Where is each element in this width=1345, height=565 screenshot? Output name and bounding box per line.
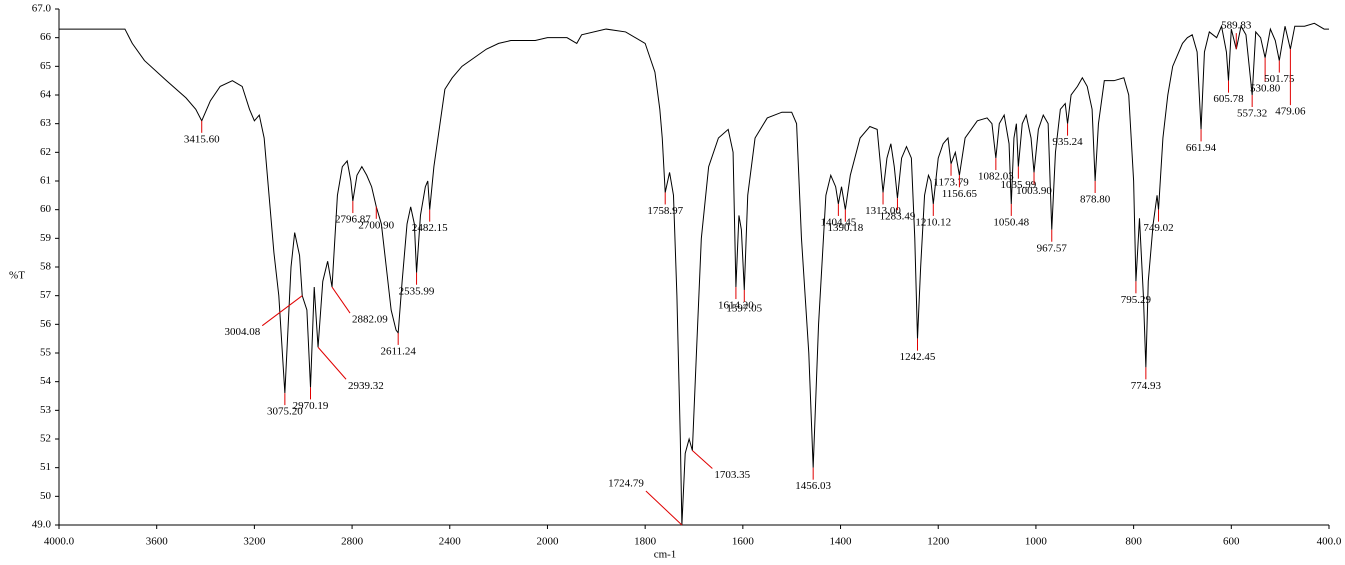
peak-label: 1597.05: [726, 302, 762, 314]
peak-marker: [261, 295, 303, 327]
peak-label: 1050.48: [993, 216, 1029, 228]
y-tick-label: 62: [40, 146, 51, 158]
peak-label: 1456.03: [795, 480, 831, 492]
peak-label: 501.75: [1264, 73, 1295, 85]
y-tick-label: 53: [40, 404, 52, 416]
peak-label: 589.83: [1221, 20, 1252, 32]
peak-label: 605.78: [1213, 93, 1244, 105]
y-axis-label: %T: [9, 270, 25, 282]
peak-label: 3075.20: [267, 406, 303, 418]
peak-label: 1210.12: [915, 216, 951, 228]
x-tick-label: 1000: [1025, 536, 1048, 548]
y-tick-label: 50: [40, 490, 52, 502]
peak-label: 530.80: [1250, 82, 1281, 94]
x-tick-label: 1800: [634, 536, 657, 548]
peak-marker: [692, 450, 713, 469]
y-tick-label: 57: [40, 289, 52, 301]
x-tick-label: 4000.0: [44, 536, 75, 548]
peak-label: 479.06: [1275, 106, 1306, 118]
peak-label: 1283.49: [880, 211, 916, 223]
peak-label: 967.57: [1037, 242, 1068, 254]
y-tick-label: 54: [40, 375, 52, 387]
peak-label: 774.93: [1131, 380, 1162, 392]
spectrum-line: [59, 22, 1329, 526]
x-tick-label: 3200: [243, 536, 266, 548]
peak-label: 1724.79: [608, 478, 644, 490]
peak-label: 2796.87: [335, 214, 371, 226]
peak-label: 2535.99: [399, 285, 435, 297]
x-tick-label: 1400: [830, 536, 853, 548]
x-tick-label: 400.0: [1317, 536, 1342, 548]
x-tick-label: 2000: [536, 536, 559, 548]
peak-label: 2939.32: [348, 380, 384, 392]
y-tick-label: 55: [40, 347, 52, 359]
y-tick-label: 60: [40, 203, 52, 215]
peak-label: 557.32: [1237, 108, 1267, 120]
peak-label: 2482.15: [412, 222, 448, 234]
peak-label: 1404.45: [820, 216, 856, 228]
peak-label: 1242.45: [900, 351, 936, 363]
peak-label: 1390.18: [827, 222, 863, 234]
y-tick-label: 51: [40, 461, 51, 473]
y-tick-label: 63: [40, 117, 52, 129]
x-tick-label: 2800: [341, 536, 364, 548]
peak-label: 1156.65: [942, 188, 978, 200]
peak-label: 2700.90: [358, 219, 394, 231]
peak-label: 749.02: [1143, 222, 1173, 234]
peak-label: 1614.20: [718, 300, 754, 312]
peak-marker: [645, 490, 683, 526]
y-tick-label: 59: [40, 232, 52, 244]
y-tick-label: 67.0: [32, 3, 52, 15]
x-tick-label: 600: [1223, 536, 1240, 548]
y-tick-label: 52: [40, 433, 51, 445]
peak-marker: [331, 286, 351, 314]
peak-label: 795.29: [1121, 294, 1152, 306]
y-tick-label: 64: [40, 89, 52, 101]
peak-label: 1758.97: [647, 205, 683, 217]
x-tick-label: 2400: [439, 536, 462, 548]
peak-label: 3415.60: [184, 133, 220, 145]
y-tick-label: 65: [40, 60, 52, 72]
y-tick-label: 58: [40, 261, 52, 273]
x-tick-label: 800: [1125, 536, 1142, 548]
peak-label: 878.80: [1080, 194, 1111, 206]
peak-marker: [317, 346, 347, 380]
peak-label: 1003.90: [1016, 185, 1052, 197]
peak-label: 2970.19: [293, 400, 329, 412]
peak-label: 1703.35: [714, 469, 750, 481]
peak-label: 661.94: [1186, 142, 1217, 154]
peak-label: 1173.79: [933, 176, 969, 188]
x-tick-label: 1600: [732, 536, 755, 548]
peak-label: 2611.24: [381, 345, 417, 357]
y-tick-label: 56: [40, 318, 52, 330]
peak-label: 1313.00: [865, 205, 901, 217]
peak-label: 1035.99: [1000, 179, 1036, 191]
y-tick-label: 49.0: [32, 519, 52, 531]
y-tick-label: 61: [40, 175, 51, 187]
y-tick-label: 66: [40, 31, 52, 43]
peak-label: 1082.03: [978, 171, 1014, 183]
peak-label: 3004.08: [224, 326, 260, 338]
x-axis-label: cm-1: [654, 549, 677, 561]
x-tick-label: 3600: [146, 536, 169, 548]
x-tick-label: 1200: [927, 536, 950, 548]
peak-label: 2882.09: [352, 314, 388, 326]
peak-label: 935.24: [1052, 136, 1083, 148]
